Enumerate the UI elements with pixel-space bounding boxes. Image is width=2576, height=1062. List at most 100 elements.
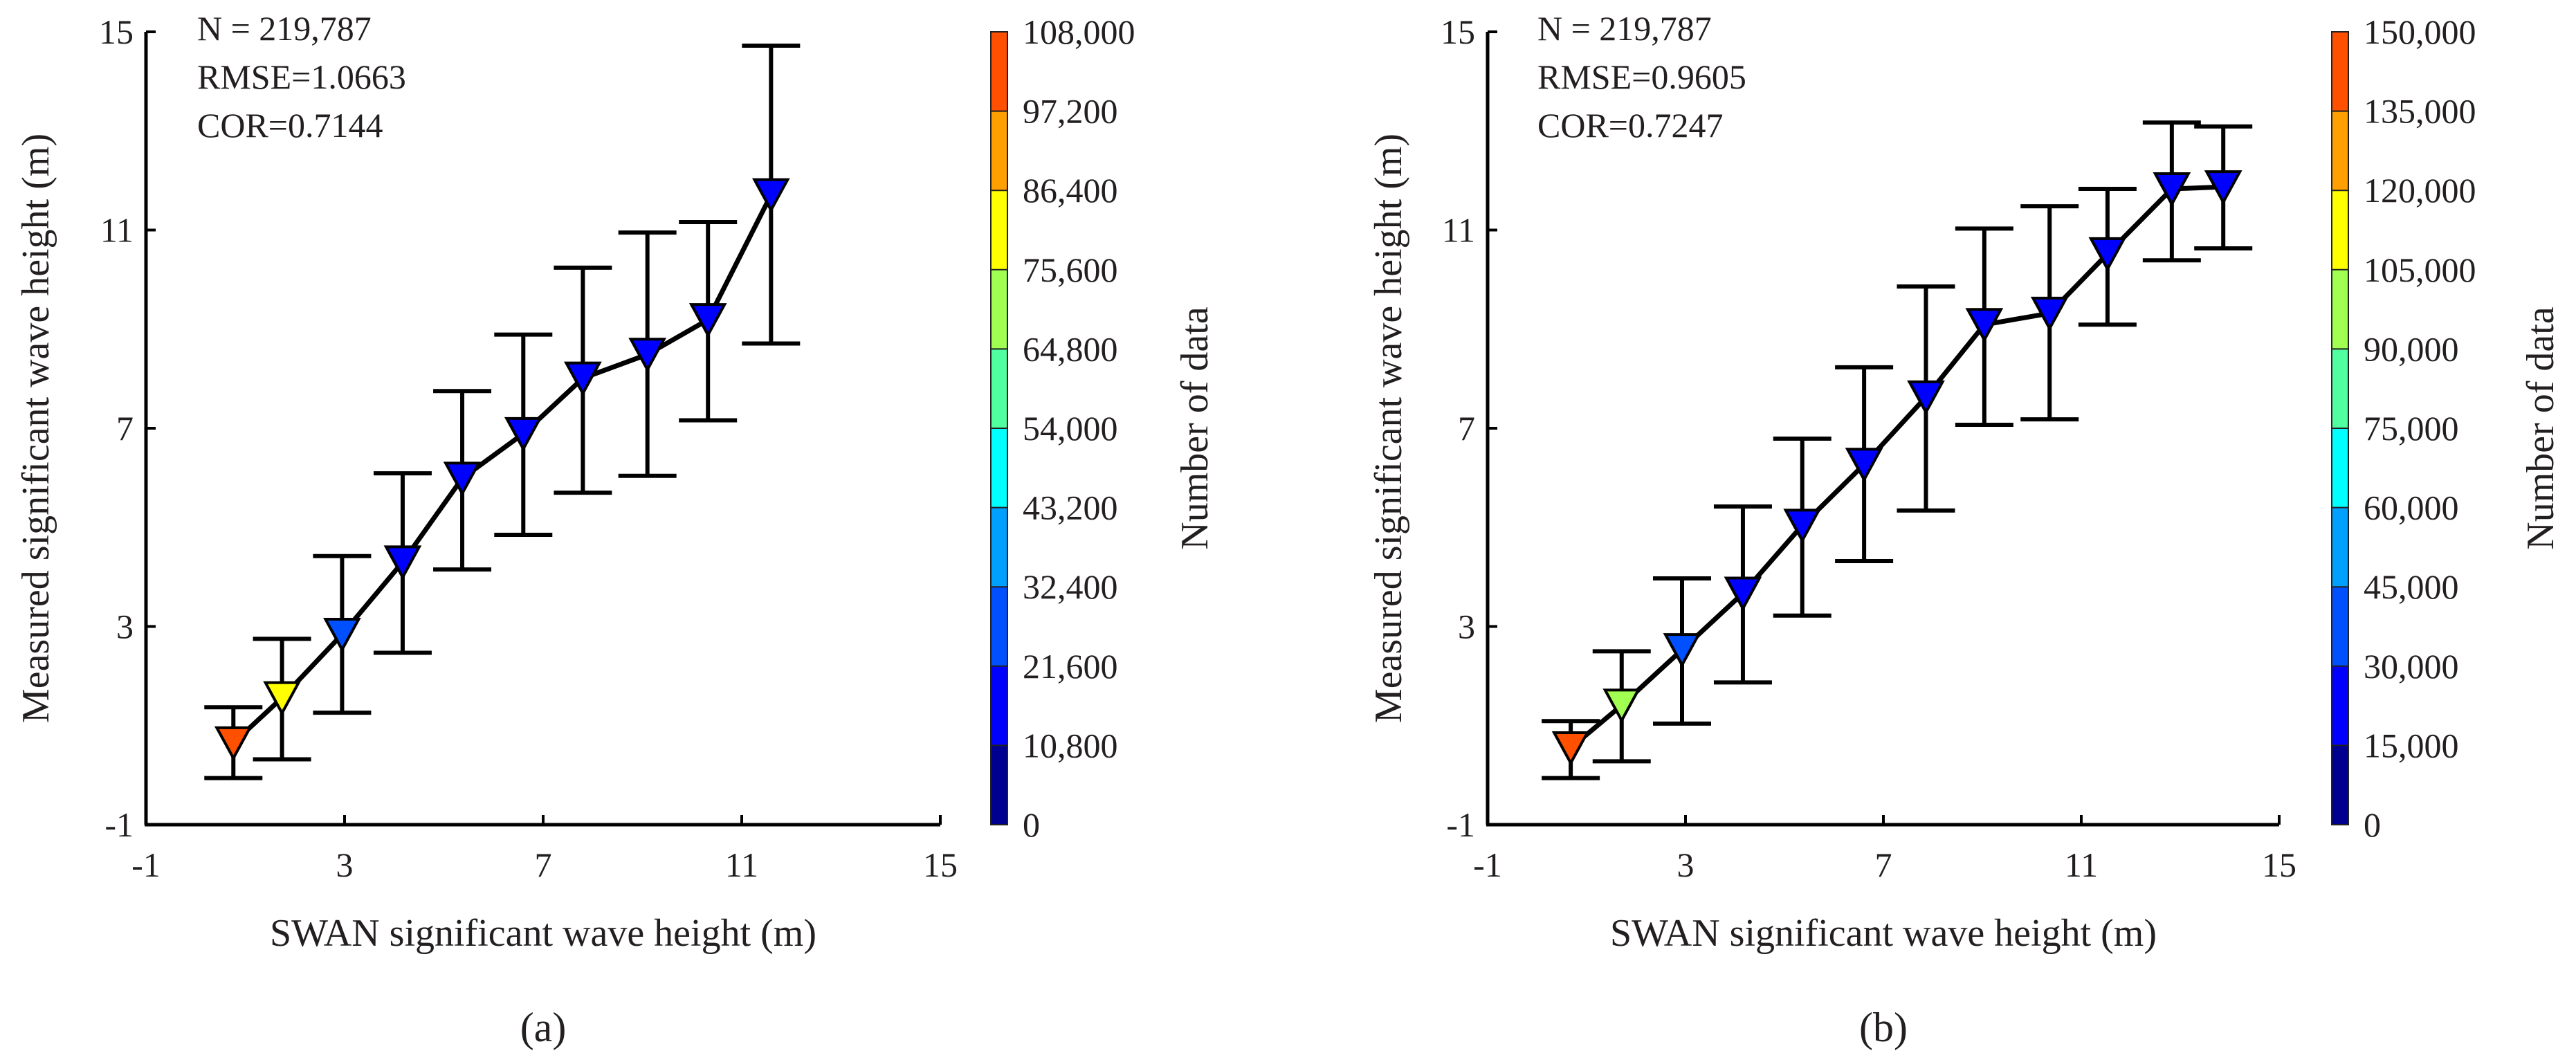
- colorbar-bin: [2332, 666, 2348, 746]
- y-axis-label: Measured significant wave height (m): [15, 134, 57, 723]
- colorbar-bin: [991, 349, 1007, 429]
- colorbar-bin: [991, 507, 1007, 587]
- x-tick-label: 11: [2065, 845, 2098, 884]
- data-point-marker: [1845, 448, 1883, 483]
- colorbar-tick-label: 60,000: [2364, 488, 2459, 527]
- series-line: [1569, 184, 2224, 750]
- y-tick-label: 11: [100, 211, 134, 250]
- colorbar-tick-label: 0: [2364, 805, 2381, 844]
- chart-panel-a: -1 3 7 11 15 -1 3 7 11 15 SWAN significant wave he…: [15, 9, 1216, 1050]
- y-tick-label: 7: [1458, 409, 1475, 448]
- data-point-marker: [1551, 731, 1590, 767]
- y-tick-label: 3: [116, 607, 134, 646]
- colorbar-bin: [991, 428, 1007, 509]
- y-tick-label: 3: [1458, 607, 1475, 646]
- y-tick-label: 15: [1441, 12, 1475, 51]
- data-point-marker: [443, 461, 482, 497]
- stats-annotation: N = 219,787: [1537, 9, 1712, 48]
- colorbar-bin: [991, 190, 1007, 271]
- data-point-marker: [628, 338, 667, 373]
- data-point-marker: [688, 303, 727, 338]
- data-point-marker: [2030, 296, 2069, 332]
- colorbar-bin: [991, 269, 1007, 349]
- colorbar-bin: [991, 745, 1007, 825]
- stats-annotation: COR=0.7144: [197, 106, 383, 145]
- y-tick-label: 11: [1442, 211, 1475, 250]
- colorbar-tick-label: 43,200: [1023, 488, 1118, 527]
- x-tick-label: 3: [1677, 845, 1695, 884]
- panel-caption: (a): [520, 1005, 567, 1050]
- colorbar-tick-label: 15,000: [2364, 726, 2459, 765]
- data-point-marker: [214, 726, 253, 761]
- colorbar-bin: [991, 32, 1007, 112]
- x-tick-label: 15: [2262, 845, 2296, 884]
- colorbar-bin: [2332, 190, 2348, 271]
- x-tick-label: -1: [131, 845, 161, 884]
- data-point-marker: [263, 681, 301, 716]
- colorbar-tick-label: 150,000: [2364, 12, 2476, 51]
- colorbar-tick-label: 108,000: [1023, 12, 1135, 51]
- colorbar-bin: [991, 587, 1007, 667]
- y-tick-label: 7: [116, 409, 134, 448]
- colorbar-bin: [2332, 269, 2348, 349]
- stats-annotation: RMSE=0.9605: [1537, 57, 1746, 96]
- x-tick-label: 15: [923, 845, 958, 884]
- panel-caption: (b): [1859, 1005, 1908, 1050]
- colorbar-tick-label: 135,000: [2364, 92, 2476, 131]
- colorbar-label: Number of data: [1173, 306, 1216, 550]
- colorbar-bin: [2332, 428, 2348, 509]
- colorbar-tick-label: 0: [1023, 805, 1040, 844]
- colorbar-tick-label: 10,800: [1023, 726, 1118, 765]
- colorbar-tick-label: 32,400: [1023, 567, 1118, 606]
- x-tick-label: -1: [1473, 845, 1502, 884]
- x-tick-label: 7: [535, 845, 552, 884]
- colorbar-tick-label: 75,600: [1023, 250, 1118, 289]
- colorbar-bin: [2332, 507, 2348, 587]
- data-point-marker: [2153, 172, 2191, 208]
- x-axis-label: SWAN significant wave height (m): [270, 912, 816, 955]
- stats-annotation: RMSE=1.0663: [197, 57, 406, 96]
- y-tick-label: -1: [104, 805, 134, 844]
- x-tick-label: 3: [336, 845, 354, 884]
- colorbar-tick-label: 45,000: [2364, 567, 2459, 606]
- colorbar-bin: [2332, 111, 2348, 191]
- colorbar-bin: [2332, 587, 2348, 667]
- data-point-marker: [383, 545, 422, 580]
- y-axis-label: Measured significant wave height (m): [1367, 134, 1410, 723]
- colorbar-tick-label: 30,000: [2364, 647, 2459, 686]
- x-axis-label: SWAN significant wave height (m): [1610, 912, 2157, 955]
- stats-annotation: N = 219,787: [197, 9, 372, 48]
- colorbar-tick-label: 105,000: [2364, 250, 2476, 289]
- y-tick-label: 15: [99, 12, 134, 51]
- chart-panel-b: -1 3 7 11 15 -1 3 7 11 15 SWAN significant wave he…: [1367, 9, 2562, 1050]
- data-point-marker: [1602, 688, 1641, 724]
- colorbar-tick-label: 120,000: [2364, 171, 2476, 210]
- colorbar-tick-label: 75,000: [2364, 409, 2459, 448]
- colorbar-bin: [2332, 349, 2348, 429]
- colorbar-tick-label: 97,200: [1023, 92, 1118, 131]
- colorbar-bin: [2332, 745, 2348, 825]
- colorbar-bin: [2332, 32, 2348, 112]
- data-point-marker: [2204, 170, 2242, 205]
- colorbar-tick-label: 64,800: [1023, 329, 1118, 368]
- data-point-marker: [504, 416, 542, 452]
- stats-annotation: COR=0.7247: [1537, 106, 1724, 145]
- data-point-marker: [564, 361, 602, 396]
- colorbar-bin: [991, 666, 1007, 746]
- data-point-marker: [751, 178, 790, 213]
- data-point-marker: [323, 617, 361, 653]
- colorbar-tick-label: 54,000: [1023, 409, 1118, 448]
- colorbar-tick-label: 21,600: [1023, 647, 1118, 686]
- x-tick-label: 11: [725, 845, 758, 884]
- data-point-marker: [1783, 509, 1822, 544]
- x-tick-label: 7: [1875, 845, 1892, 884]
- colorbar-label: Number of data: [2519, 306, 2562, 550]
- colorbar-tick-label: 86,400: [1023, 171, 1118, 210]
- colorbar-tick-label: 90,000: [2364, 329, 2459, 368]
- series-line: [231, 194, 774, 745]
- data-point-marker: [1907, 380, 1945, 416]
- colorbar-bin: [991, 111, 1007, 191]
- y-tick-label: -1: [1446, 805, 1475, 844]
- data-point-marker: [1965, 308, 2004, 343]
